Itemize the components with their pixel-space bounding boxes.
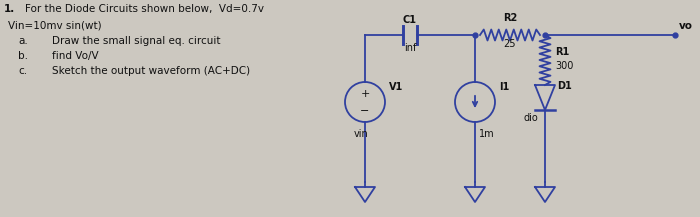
Text: inf: inf [404, 43, 416, 53]
Text: V1: V1 [389, 82, 403, 92]
Text: I1: I1 [499, 82, 510, 92]
Text: a.: a. [18, 36, 28, 46]
Text: find Vo/V: find Vo/V [52, 51, 99, 61]
Text: 1.: 1. [4, 4, 15, 14]
Text: Draw the small signal eq. circuit: Draw the small signal eq. circuit [52, 36, 220, 46]
Text: c.: c. [18, 66, 27, 76]
Text: For the Diode Circuits shown below,  Vd=0.7v: For the Diode Circuits shown below, Vd=0… [25, 4, 264, 14]
Text: Vin=10mv sin(wt): Vin=10mv sin(wt) [8, 20, 101, 30]
Text: vin: vin [354, 129, 368, 139]
Text: Sketch the output waveform (AC+DC): Sketch the output waveform (AC+DC) [52, 66, 250, 76]
Text: +: + [360, 89, 370, 99]
Text: −: − [360, 106, 370, 116]
Text: R1: R1 [555, 47, 569, 57]
Text: vo: vo [679, 21, 693, 31]
Text: 300: 300 [555, 61, 573, 71]
Text: C1: C1 [403, 15, 417, 25]
Text: dio: dio [523, 113, 538, 123]
Text: D1: D1 [557, 81, 572, 91]
Text: b.: b. [18, 51, 28, 61]
Text: 25: 25 [504, 39, 517, 49]
Text: 1m: 1m [479, 129, 495, 139]
Text: R2: R2 [503, 13, 517, 23]
